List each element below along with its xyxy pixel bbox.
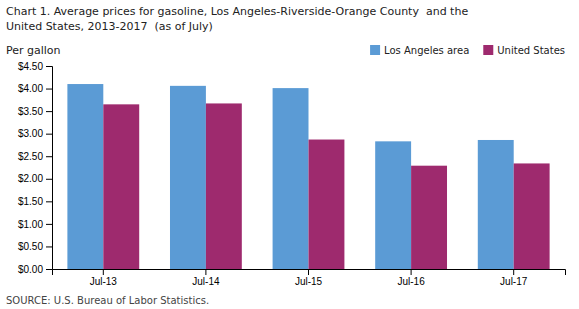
tick: $2.50 bbox=[18, 151, 52, 162]
tick-mark bbox=[46, 134, 52, 135]
bar bbox=[375, 141, 411, 269]
tick-mark bbox=[46, 111, 52, 112]
tick: $4.00 bbox=[18, 83, 52, 94]
tick-label: Jul-14 bbox=[192, 276, 220, 287]
bar-series bbox=[103, 103, 549, 269]
legend: Los Angeles area United States bbox=[370, 45, 565, 56]
tick-label: $0.50 bbox=[18, 241, 43, 252]
tick-label: $3.00 bbox=[18, 128, 43, 139]
legend-item: United States bbox=[483, 45, 565, 56]
annotation: SOURCE: U.S. Bureau of Labor Statistics. bbox=[6, 295, 209, 306]
tick: $2.00 bbox=[18, 173, 52, 184]
legend-label: United States bbox=[497, 45, 565, 56]
tick-label: $2.50 bbox=[18, 151, 43, 162]
tick: Jul-15 bbox=[295, 269, 323, 287]
bar bbox=[67, 84, 103, 269]
y-axis: $0.00 $0.50 $1.00 $1.50 $2.00 $2.50 $3.00 $3.50… bbox=[18, 61, 53, 275]
tick-label: $2.00 bbox=[18, 173, 43, 184]
tick: Jul-17 bbox=[500, 269, 528, 287]
title-line: United States, 2013-2017 (as of July) bbox=[6, 20, 213, 33]
bar bbox=[514, 163, 550, 269]
plot: $0.00 $0.50 $1.00 $1.50 $2.00 $2.50 $3.00 $3.50… bbox=[18, 61, 566, 287]
tick-mark bbox=[46, 179, 52, 180]
tick-label: $0.00 bbox=[18, 264, 43, 275]
chart: Chart 1. Average prices for gasoline, Lo… bbox=[0, 0, 579, 309]
tick-label: $4.50 bbox=[18, 61, 43, 72]
title: Chart 1. Average prices for gasoline, Lo… bbox=[6, 5, 468, 33]
bar bbox=[103, 104, 139, 269]
bar bbox=[170, 86, 206, 269]
tick-label: Jul-17 bbox=[500, 276, 528, 287]
tick-mark bbox=[46, 66, 52, 67]
legend-swatch bbox=[370, 45, 380, 55]
axis-line bbox=[46, 67, 53, 270]
tick-mark bbox=[411, 269, 412, 275]
tick-mark bbox=[46, 246, 52, 247]
tick: $0.50 bbox=[18, 241, 52, 252]
bar bbox=[309, 140, 345, 269]
bars bbox=[67, 84, 549, 269]
x-axis: Jul-13 Jul-14 Jul-15 Jul-16 Jul-17 bbox=[53, 269, 566, 287]
tick: $1.00 bbox=[18, 219, 52, 230]
tick: $4.50 bbox=[18, 61, 52, 72]
tick: Jul-14 bbox=[192, 269, 220, 287]
tick-mark bbox=[513, 269, 514, 275]
tick-mark bbox=[46, 89, 52, 90]
legend-item: Los Angeles area bbox=[370, 45, 469, 56]
title-line: Chart 1. Average prices for gasoline, Lo… bbox=[6, 5, 468, 18]
legend-label: Los Angeles area bbox=[384, 45, 469, 56]
bar bbox=[478, 140, 514, 269]
tick-label: Jul-15 bbox=[295, 276, 323, 287]
bar bbox=[411, 166, 447, 269]
bar-series bbox=[67, 84, 513, 269]
bar bbox=[273, 88, 309, 269]
tick-label: Jul-16 bbox=[397, 276, 425, 287]
tick-mark bbox=[46, 269, 52, 270]
tick-label: $1.00 bbox=[18, 219, 43, 230]
y-axis-title: Per gallon bbox=[6, 44, 61, 57]
tick-mark bbox=[46, 201, 52, 202]
tick-label: $3.50 bbox=[18, 106, 43, 117]
tick-mark bbox=[46, 156, 52, 157]
tick: $1.50 bbox=[18, 196, 52, 207]
tick-mark bbox=[103, 269, 104, 275]
legend-swatch bbox=[483, 45, 493, 55]
tick-mark bbox=[46, 224, 52, 225]
tick: $3.50 bbox=[18, 106, 52, 117]
tick: Jul-16 bbox=[397, 269, 425, 287]
bar bbox=[206, 103, 242, 269]
tick: $3.00 bbox=[18, 128, 52, 139]
tick-label: $1.50 bbox=[18, 196, 43, 207]
tick-mark bbox=[308, 269, 309, 275]
tick-mark bbox=[205, 269, 206, 275]
tick-label: Jul-13 bbox=[90, 276, 118, 287]
tick: Jul-13 bbox=[90, 269, 118, 287]
tick-label: $4.00 bbox=[18, 83, 43, 94]
axis-line bbox=[53, 270, 566, 276]
tick: $0.00 bbox=[18, 264, 52, 275]
